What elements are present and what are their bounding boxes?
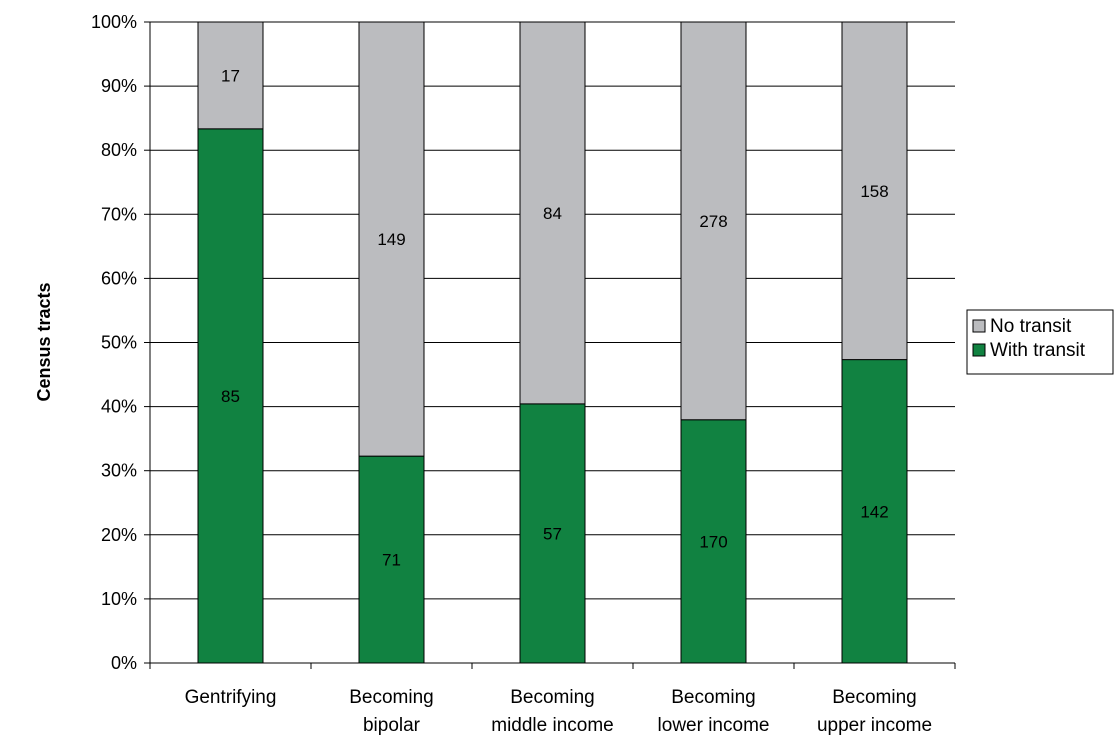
y-tick-label: 10% — [101, 589, 137, 609]
data-label: 278 — [699, 212, 727, 231]
y-tick-label: 60% — [101, 268, 137, 288]
y-tick-label: 30% — [101, 461, 137, 481]
x-tick-label: bipolar — [363, 715, 421, 736]
y-tick-label: 40% — [101, 397, 137, 417]
y-tick-label: 20% — [101, 525, 137, 545]
y-tick-label: 70% — [101, 204, 137, 224]
bar-segment — [358, 21, 425, 457]
data-label: 142 — [860, 502, 888, 521]
legend-label: With transit — [990, 340, 1086, 361]
bar-segment — [680, 21, 747, 421]
x-tick-label: Becoming — [510, 687, 595, 708]
bars — [197, 21, 908, 664]
legend-label: No transit — [990, 316, 1072, 337]
data-label: 17 — [221, 66, 240, 85]
bar-segment — [841, 359, 908, 664]
data-label: 57 — [543, 524, 562, 543]
bar-segment — [519, 21, 586, 405]
bar-segment — [197, 21, 264, 130]
y-tick-label: 50% — [101, 333, 137, 353]
data-label: 158 — [860, 182, 888, 201]
bar-segment — [680, 419, 747, 664]
x-tick-label: Becoming — [349, 687, 434, 708]
y-axis-label: Census tracts — [34, 282, 54, 401]
x-tick-label: upper income — [817, 715, 932, 736]
y-tick-label: 90% — [101, 76, 137, 96]
y-tick-label: 0% — [111, 653, 137, 673]
legend: No transit With transit — [966, 309, 1114, 375]
x-tick-label: middle income — [491, 715, 614, 736]
bar-segment — [519, 403, 586, 664]
data-label: 170 — [699, 532, 727, 551]
legend-swatch — [972, 319, 986, 333]
data-label: 84 — [543, 204, 562, 223]
bar-segment — [841, 21, 908, 361]
labels: 0% 10% 20% 30% 40% 50% 60% 70% 80% 90% 100% 85 17 Gen… — [91, 12, 932, 736]
data-label: 149 — [377, 230, 405, 249]
data-label: 71 — [382, 551, 401, 570]
y-tick-label: 100% — [91, 12, 137, 32]
legend-box — [966, 309, 1114, 375]
x-tick-label: Becoming — [832, 687, 917, 708]
x-tick-label: lower income — [658, 715, 770, 736]
x-tick-label: Becoming — [671, 687, 756, 708]
legend-swatch — [972, 343, 986, 357]
y-tick-label: 80% — [101, 140, 137, 160]
x-tick-label: Gentrifying — [185, 687, 277, 708]
axes — [144, 21, 956, 669]
data-label: 85 — [221, 387, 240, 406]
